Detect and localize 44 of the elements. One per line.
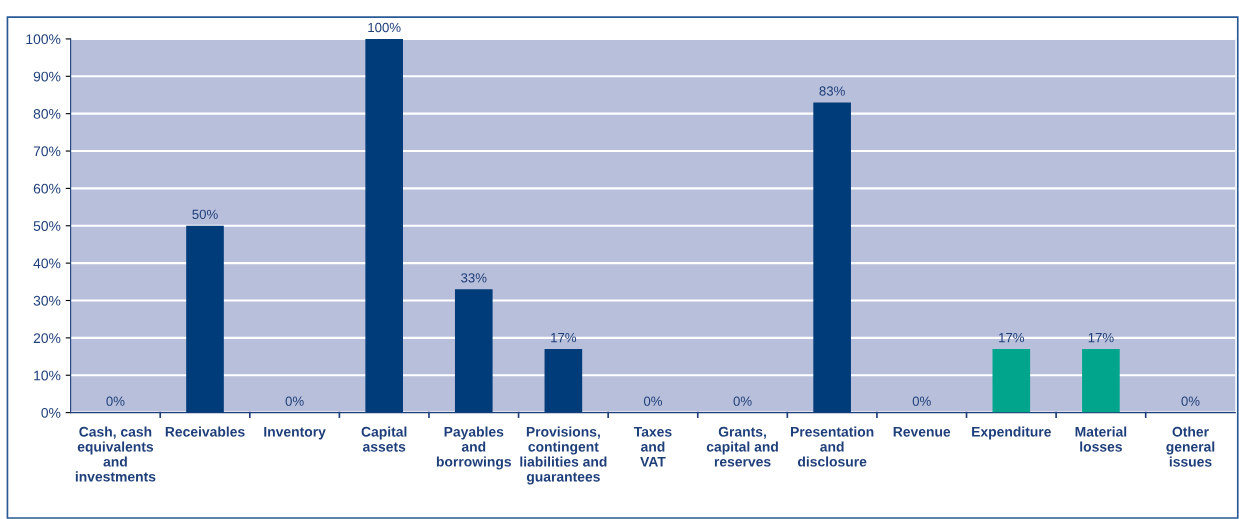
x-tick-label: Expenditure: [972, 426, 1051, 440]
x-tick-label: Capital assets: [361, 426, 407, 452]
y-tick-label: 0%: [41, 407, 61, 418]
x-tick-label: Presentation and disclosure: [791, 426, 874, 467]
y-tick-label: 30%: [33, 295, 61, 306]
y-tick-label: 40%: [33, 258, 61, 269]
bar: [186, 225, 224, 413]
data-label: 50%: [192, 209, 218, 219]
bar: [544, 349, 583, 413]
data-label: 17%: [999, 333, 1025, 343]
bar: [992, 349, 1031, 413]
data-label: 0%: [643, 396, 663, 406]
y-tick-label: 60%: [33, 183, 61, 194]
x-tick-label: Material losses: [1075, 426, 1127, 452]
x-tick-label: Provisions, contingent liabilities and guarantees: [520, 426, 607, 485]
data-label: 0%: [1181, 396, 1200, 406]
data-label: 0%: [912, 396, 931, 406]
y-tick-label: 10%: [34, 370, 61, 381]
x-tick-label: Inventory: [264, 427, 326, 440]
y-tick-label: 70%: [33, 146, 61, 157]
x-tick-label: Other general issues: [1166, 426, 1215, 467]
data-label: 0%: [733, 396, 752, 406]
x-tick-label: Receivables: [165, 426, 245, 437]
x-tick-label: Taxes and VAT: [633, 427, 672, 467]
x-tick-label: Revenue: [893, 427, 951, 437]
x-tick-label: Grants, capital and reserves: [706, 426, 778, 467]
y-tick-label: 90%: [33, 71, 61, 82]
data-label: 100%: [368, 22, 401, 33]
data-label: 17%: [1088, 333, 1114, 343]
x-tick-label: Payables and borrowings: [436, 426, 512, 470]
y-tick-label: 50%: [33, 221, 61, 231]
data-label: 0%: [285, 396, 304, 406]
y-tick-label: 80%: [33, 109, 61, 119]
bar: [1082, 349, 1120, 413]
y-tick-label: 20%: [33, 333, 61, 344]
y-tick-label: 100%: [26, 34, 61, 45]
data-label: 0%: [106, 396, 125, 406]
data-label: 17%: [551, 333, 577, 343]
bar: [813, 102, 851, 413]
bar: [365, 38, 403, 413]
bar: [454, 289, 493, 413]
data-label: 33%: [461, 273, 487, 283]
data-label: 83%: [819, 86, 845, 96]
x-tick-label: Cash, cash equivalents and investments: [75, 426, 156, 482]
